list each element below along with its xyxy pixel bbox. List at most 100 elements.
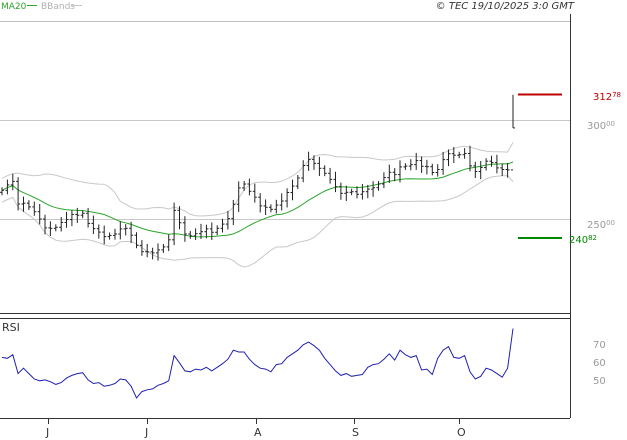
ohlc-bar (64, 211, 69, 228)
ohlc-bar (494, 154, 499, 174)
ohlc-bar (118, 221, 123, 240)
ohlc-bar (69, 210, 74, 227)
ohlc-bar (451, 147, 456, 163)
ohlc-bar (279, 193, 284, 211)
ohlc-bar (0, 187, 4, 196)
ohlc-bar (225, 210, 230, 230)
y-tick-300: 30000 (587, 120, 615, 132)
ohlc-bar (505, 163, 510, 178)
ohlc-bar (328, 167, 333, 184)
ohlc-bar (204, 224, 209, 239)
ohlc-bar (322, 165, 327, 177)
rsi-layer (1, 328, 514, 399)
x-label-aug: A (254, 426, 262, 439)
ohlc-bar (123, 224, 128, 236)
x-label-oct: O (457, 426, 466, 439)
ohlc-bar (392, 168, 397, 182)
ohlc-bar (473, 161, 478, 178)
ohlc-bar (500, 163, 505, 176)
rsi-panel (0, 318, 570, 419)
ohlc-bar (468, 145, 472, 172)
ohlc-bar (387, 164, 392, 183)
ohlc-bar (236, 181, 241, 212)
ohlc-bar (242, 181, 247, 191)
ohlc-bar (134, 232, 139, 249)
ohlc-bar (344, 185, 349, 201)
ohlc-bar (414, 152, 419, 170)
ohlc-bar (441, 151, 446, 175)
ohlc-bar (252, 183, 257, 203)
ohlc-bar (96, 224, 101, 239)
ohlc-bar (53, 224, 58, 232)
ohlc-bar (48, 221, 53, 236)
ohlc-bar (10, 173, 15, 191)
ohlc-bar (333, 171, 338, 193)
ma20-line (1, 161, 514, 238)
ohlc-bar (424, 159, 429, 175)
ohlc-bar (188, 231, 193, 239)
ohlc-bar (408, 159, 413, 171)
resistance-level-label: 31278 (593, 91, 621, 103)
ohlc-bar (435, 164, 440, 177)
ohlc-bar (5, 179, 10, 195)
ohlc-bar (317, 156, 322, 176)
ohlc-bar (150, 247, 155, 260)
ohlc-bar (199, 223, 203, 239)
ohlc-bar (193, 228, 198, 240)
ohlc-bar (349, 188, 354, 196)
ohlc-bar (26, 200, 31, 210)
rsi-tick-70: 70 (593, 340, 606, 351)
ohlc-bar (182, 216, 187, 242)
ohlc-bar (166, 234, 171, 252)
ohlc-bar (75, 207, 80, 223)
x-label-jul: J (144, 426, 148, 439)
ma20-layer (1, 161, 514, 238)
ohlc-bar (129, 221, 134, 243)
ohlc-bar (403, 163, 408, 170)
x-label-jun: J (45, 426, 49, 439)
ohlc-bar (365, 184, 370, 199)
price-bars (0, 94, 515, 261)
ohlc-bar (145, 243, 150, 258)
ohlc-bar (231, 200, 236, 226)
ohlc-bar (274, 199, 279, 214)
ohlc-bar (220, 218, 225, 233)
ohlc-bar (32, 201, 37, 216)
ohlc-bar (16, 177, 21, 211)
copyright-text: © TEC 19/10/2025 3:0 GMT (436, 1, 575, 12)
x-label-sep: S (352, 426, 359, 439)
ohlc-bar (247, 178, 252, 196)
price-panel (0, 14, 571, 418)
ohlc-bar (484, 158, 489, 171)
ohlc-bar (301, 160, 306, 183)
support-level-label: 24082 (569, 234, 597, 246)
ohlc-bar (172, 202, 177, 246)
ohlc-bar (371, 181, 376, 197)
ohlc-bar (86, 207, 91, 228)
rsi-label: RSI (2, 321, 20, 334)
ohlc-bar (80, 210, 85, 219)
ohlc-bar (478, 161, 483, 180)
ohlc-bar (285, 188, 290, 208)
ohlc-bar (511, 94, 515, 171)
ohlc-bar (91, 215, 96, 234)
ohlc-bar (156, 243, 160, 261)
ohlc-bar (306, 151, 311, 171)
y-tick-250: 25000 (587, 219, 615, 231)
x-axis-labels: J J A S O (45, 418, 466, 439)
ohlc-bar (489, 155, 494, 167)
ohlc-bar (381, 172, 386, 189)
ohlc-bar (312, 155, 316, 170)
ohlc-bar (457, 151, 462, 159)
ohlc-bar (161, 243, 166, 253)
ohlc-bar (21, 196, 26, 212)
rsi-tick-50: 50 (593, 376, 606, 387)
ohlc-bar (355, 186, 359, 199)
ohlc-bar (268, 204, 273, 213)
ohlc-bar (263, 199, 268, 215)
ohlc-bar (446, 149, 451, 167)
ohlc-bar (419, 156, 424, 173)
bbands-upper-line (1, 142, 514, 217)
rsi-line (1, 328, 514, 399)
